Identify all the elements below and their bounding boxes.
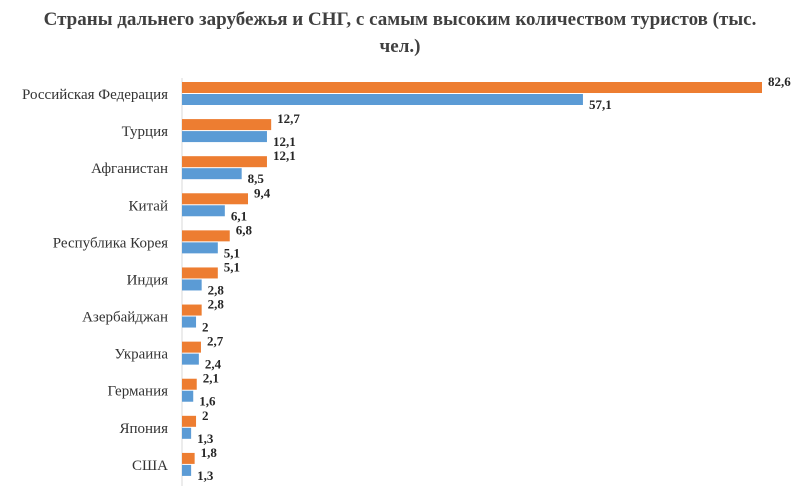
data-label: 6,1 [231,208,247,223]
data-label: 2,8 [208,297,225,312]
data-label: 2,7 [207,334,224,349]
bar-series-2 [182,168,242,180]
bar-series-2 [182,390,194,402]
data-label: 2,1 [203,371,219,386]
bar-series-1 [182,415,197,427]
category-label: Китай [129,198,168,214]
data-label: 5,1 [224,259,240,274]
category-label: Индия [127,272,169,288]
category-label: Япония [120,421,169,437]
category-label: Турция [122,124,168,140]
category-label: Афганистан [91,161,168,177]
bar-series-2 [182,464,192,476]
category-label: Республика Корея [53,235,168,251]
data-label: 82,6 [768,74,791,89]
bar-series-2 [182,353,199,365]
data-label: 1,3 [197,468,214,483]
data-label: 12,7 [277,111,300,126]
bar-series-2 [182,131,267,143]
data-label: 2 [202,320,209,335]
category-label: Азербайджан [82,310,168,326]
bar-series-2 [182,205,225,217]
data-label: 6,8 [236,222,253,237]
data-label: 1,6 [199,394,216,409]
bar-series-1 [182,452,195,464]
bar-series-2 [182,316,197,328]
data-label: 1,8 [201,445,218,460]
bar-series-2 [182,94,583,105]
bar-series-1 [182,156,267,168]
data-label: 1,3 [197,431,214,446]
category-label: США [132,458,168,474]
bar-series-2 [182,242,218,254]
bar-series-1 [182,82,762,93]
data-label: 12,1 [273,134,296,149]
data-label: 9,4 [254,185,271,200]
bar-series-1 [182,378,197,390]
data-label: 2,4 [205,357,222,372]
chart-title: Страны дальнего зарубежья и СНГ, с самым… [43,9,757,57]
category-label: Российская Федерация [22,87,168,103]
category-label: Германия [108,384,169,400]
bar-series-1 [182,119,272,131]
data-label: 2 [202,408,209,423]
bar-series-2 [182,279,202,291]
data-label: 5,1 [224,245,240,260]
bar-series-1 [182,267,218,279]
data-label: 57,1 [589,97,612,112]
category-label: Украина [115,347,169,363]
bar-series-1 [182,304,202,316]
bar-series-2 [182,427,192,439]
data-label: 8,5 [248,171,265,186]
bar-series-1 [182,230,230,242]
bar-series-1 [182,341,201,353]
bar-series-1 [182,193,249,205]
data-label: 12,1 [273,148,296,163]
data-label: 2,8 [208,282,225,297]
